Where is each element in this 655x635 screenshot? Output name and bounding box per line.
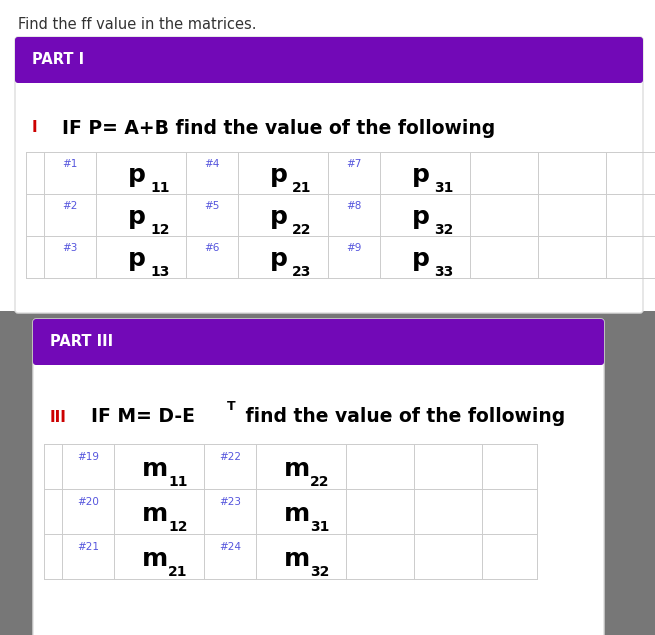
Text: 21: 21 [292, 181, 312, 195]
Bar [0, 311, 655, 635]
Text: 22: 22 [292, 223, 312, 237]
Text: p: p [412, 163, 430, 187]
Text: #9: #9 [346, 243, 362, 253]
Text: m: m [284, 547, 310, 571]
Text: 12: 12 [150, 223, 170, 237]
FancyBboxPatch shape [33, 319, 604, 635]
FancyBboxPatch shape [33, 319, 604, 365]
Text: p: p [128, 247, 146, 271]
Text: p: p [128, 163, 146, 187]
Text: m: m [284, 502, 310, 526]
Text: #1: #1 [62, 159, 78, 169]
Text: Find the ff value in the matrices.: Find the ff value in the matrices. [18, 17, 257, 32]
Text: PART I: PART I [32, 53, 84, 67]
Text: p: p [270, 163, 288, 187]
Text: 31: 31 [310, 520, 329, 534]
Text: IF M= D-E: IF M= D-E [91, 408, 195, 427]
Text: III: III [50, 410, 67, 425]
Text: 11: 11 [150, 181, 170, 195]
Text: 13: 13 [150, 265, 170, 279]
Text: 22: 22 [310, 475, 329, 489]
Text: #8: #8 [346, 201, 362, 211]
Text: T: T [227, 401, 236, 413]
Text: #23: #23 [219, 497, 241, 507]
Text: 31: 31 [434, 181, 453, 195]
Text: #24: #24 [219, 542, 241, 552]
Text: #7: #7 [346, 159, 362, 169]
Text: p: p [128, 205, 146, 229]
Text: p: p [270, 205, 288, 229]
Text: m: m [142, 547, 168, 571]
FancyBboxPatch shape [15, 37, 643, 313]
Text: 23: 23 [292, 265, 311, 279]
Text: 11: 11 [168, 475, 187, 489]
Text: #21: #21 [77, 542, 99, 552]
Text: find the value of the following: find the value of the following [239, 408, 565, 427]
Text: #3: #3 [62, 243, 78, 253]
Text: #2: #2 [62, 201, 78, 211]
Text: 12: 12 [168, 520, 187, 534]
FancyBboxPatch shape [15, 37, 643, 83]
Text: 32: 32 [434, 223, 453, 237]
Text: IF P= A+B find the value of the following: IF P= A+B find the value of the followin… [62, 119, 495, 138]
Text: 33: 33 [434, 265, 453, 279]
Text: #20: #20 [77, 497, 99, 507]
Text: I: I [32, 121, 37, 135]
Text: m: m [284, 457, 310, 481]
Text: PART III: PART III [50, 335, 113, 349]
Text: #6: #6 [204, 243, 219, 253]
Text: m: m [142, 457, 168, 481]
Text: 21: 21 [168, 565, 187, 578]
Bar [18, 40, 640, 80]
Text: 32: 32 [310, 565, 329, 578]
Text: p: p [412, 205, 430, 229]
Text: p: p [412, 247, 430, 271]
Text: #22: #22 [219, 451, 241, 462]
Text: m: m [142, 502, 168, 526]
Text: #4: #4 [204, 159, 219, 169]
Text: p: p [270, 247, 288, 271]
Text: #5: #5 [204, 201, 219, 211]
Text: #19: #19 [77, 451, 99, 462]
